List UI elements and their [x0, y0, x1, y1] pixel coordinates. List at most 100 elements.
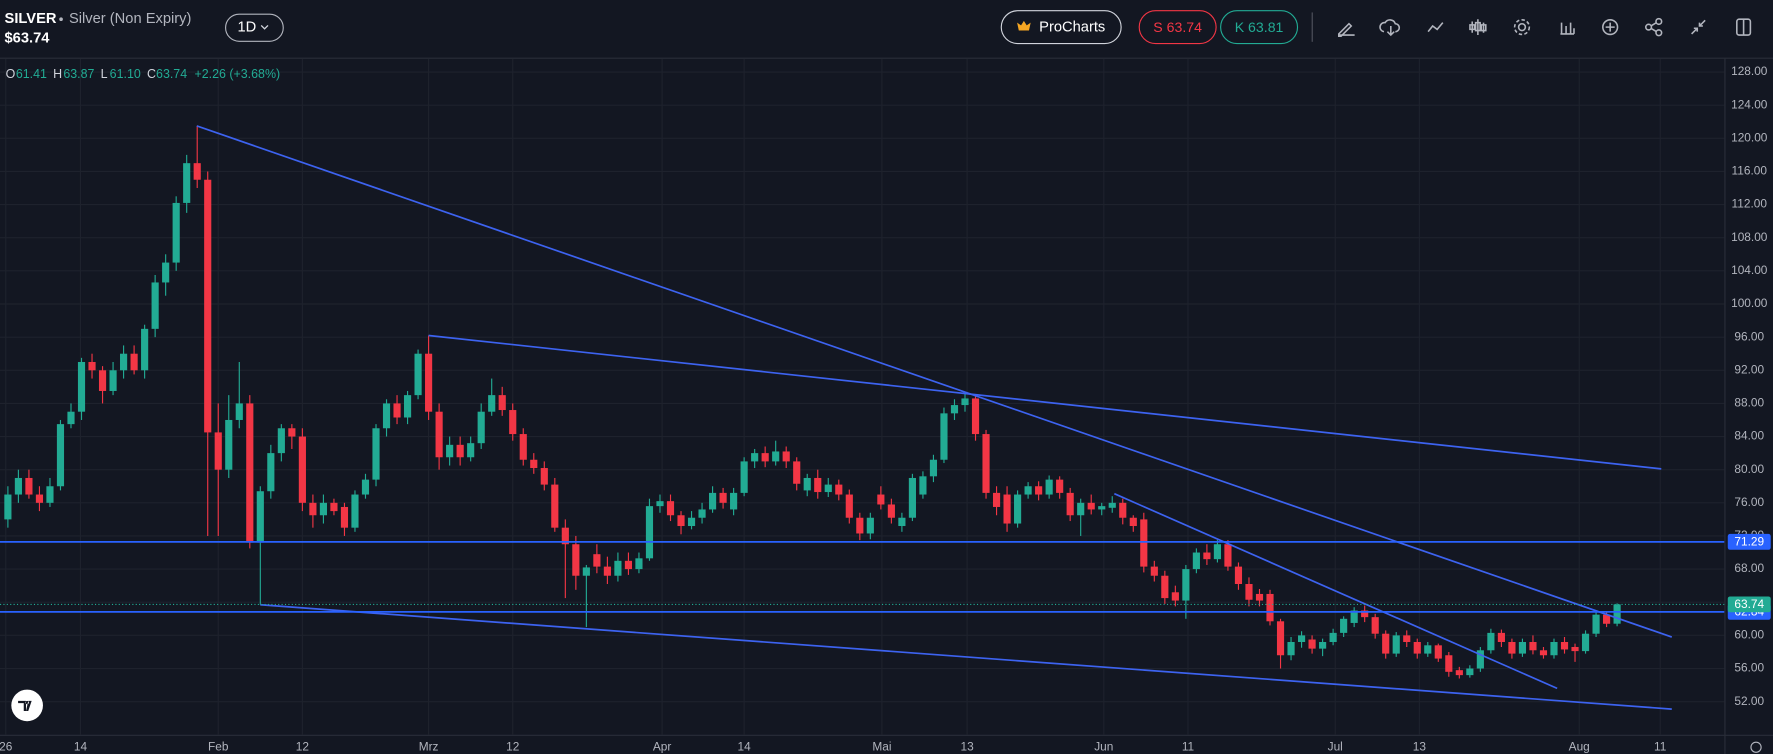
candle-body: [1066, 492, 1074, 516]
candle-body: [435, 411, 443, 458]
candle-body: [687, 517, 696, 527]
bars-icon[interactable]: [1560, 22, 1575, 35]
buy-button[interactable]: [1220, 10, 1299, 45]
candle-body: [1035, 486, 1043, 495]
candle-body: [1192, 552, 1200, 570]
candle-body: [1140, 519, 1148, 567]
candle-body: [719, 492, 727, 503]
symbol: SILVER: [5, 11, 57, 27]
candle-body: [898, 517, 906, 527]
instrument-name: Silver (Non Expiry): [69, 11, 191, 27]
candle-body: [1497, 632, 1505, 642]
candle-body: [561, 527, 569, 545]
candle-body: [614, 560, 622, 576]
sell-price[interactable]: S 63.74: [1153, 19, 1202, 35]
candle-body: [1371, 617, 1379, 634]
candle-body: [1592, 614, 1600, 634]
candle-body: [1119, 502, 1127, 518]
candle-body: [1203, 552, 1211, 560]
legend-value: 63.87: [63, 67, 94, 81]
x-tick-label: 12: [506, 739, 519, 753]
candle-body: [88, 361, 96, 371]
candle-body: [1613, 604, 1621, 624]
candle-body: [519, 434, 527, 460]
candle-body: [866, 517, 874, 534]
candle-body: [4, 494, 12, 520]
candle-body: [908, 477, 916, 518]
candle-body: [1087, 502, 1095, 510]
candle-body: [193, 163, 201, 180]
candle-body: [772, 451, 780, 462]
candle-body: [992, 492, 1001, 507]
candle-body: [1382, 633, 1390, 654]
x-tick-label: 13: [1413, 739, 1427, 753]
last-price-tag: [1727, 596, 1771, 613]
trend-line: [260, 603, 1672, 710]
candle-body: [782, 451, 790, 462]
legend-value: 63.74: [156, 67, 187, 81]
y-tick-label: 96.00: [1734, 329, 1764, 343]
candle-body: [204, 179, 212, 433]
candle-body: [1182, 569, 1190, 601]
candle-body: [1424, 645, 1432, 654]
time-settings-icon[interactable]: [1750, 741, 1762, 753]
candle-body: [340, 506, 349, 528]
y-tick-label: 120.00: [1731, 130, 1768, 144]
y-tick-label: 124.00: [1731, 97, 1768, 111]
cloud-icon[interactable]: [1379, 19, 1401, 37]
share-icon[interactable]: [1655, 17, 1663, 26]
procharts-button[interactable]: [1000, 10, 1122, 45]
candle-body: [246, 403, 254, 543]
y-tick-label: 128.00: [1731, 64, 1768, 78]
candle-body: [382, 403, 391, 429]
x-tick-label: 14: [738, 739, 752, 753]
candle-body: [162, 262, 170, 283]
y-tick-label: 56.00: [1734, 661, 1764, 675]
trend-line: [428, 334, 1662, 470]
buy-price[interactable]: K 63.81: [1235, 19, 1284, 35]
x-tick-label: Aug: [1569, 739, 1590, 753]
indicator-icon[interactable]: [1427, 22, 1444, 33]
candle-body: [929, 459, 938, 477]
candle-body: [740, 461, 748, 493]
add-icon[interactable]: [1602, 18, 1619, 36]
logo[interactable]: [11, 689, 43, 722]
sell-button[interactable]: [1138, 10, 1217, 45]
y-tick-label: 60.00: [1734, 628, 1764, 642]
candle-body: [35, 494, 44, 503]
candle-body: [551, 484, 559, 528]
candle-body: [1455, 670, 1463, 676]
x-tick-label: Apr: [653, 739, 672, 753]
draw-icon[interactable]: [1338, 22, 1355, 37]
candle-body: [919, 476, 927, 495]
interval-label[interactable]: 1D: [237, 20, 256, 36]
candle-body: [1045, 479, 1053, 495]
settings-icon[interactable]: [1517, 22, 1527, 32]
candle-body: [172, 202, 180, 263]
candle-body: [183, 163, 191, 203]
candle-body: [256, 491, 264, 543]
candle-body: [1392, 635, 1400, 654]
candle-body: [730, 492, 738, 510]
candle-body: [1413, 641, 1421, 654]
interval-button[interactable]: [225, 13, 284, 42]
candle-body: [1603, 614, 1611, 624]
candle-body: [1255, 593, 1264, 601]
candle-body: [151, 282, 159, 329]
candle-body: [225, 419, 233, 470]
candle-body: [1319, 641, 1327, 649]
candle-body: [298, 436, 306, 503]
candle-body: [1287, 641, 1295, 656]
separator-dot: [59, 17, 63, 22]
collapse-icon[interactable]: [1691, 19, 1706, 35]
candle-body: [666, 501, 675, 516]
candle-body: [46, 486, 54, 503]
candle-body: [446, 444, 454, 458]
candle-body: [1276, 621, 1285, 656]
procharts-label[interactable]: ProCharts: [1039, 20, 1105, 36]
candle-body: [267, 453, 275, 492]
y-tick-label: 88.00: [1734, 396, 1764, 410]
legend-label: H: [53, 67, 62, 81]
candles-icon[interactable]: [1469, 19, 1487, 36]
y-tick-label: 68.00: [1734, 561, 1764, 575]
